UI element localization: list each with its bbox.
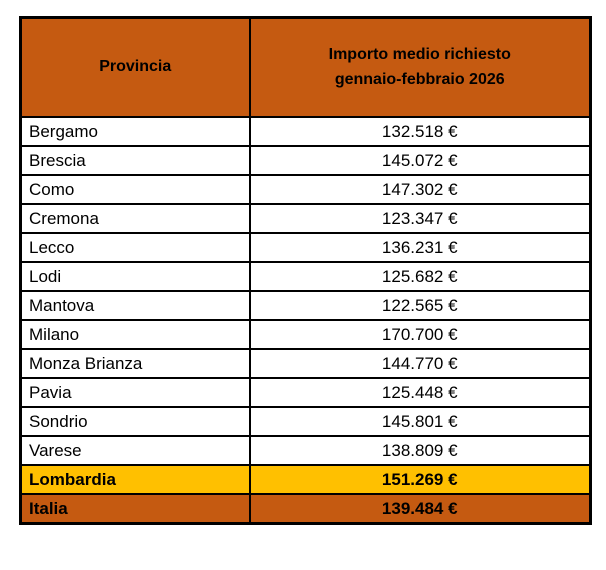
amount-cell: 145.801 € bbox=[248, 406, 592, 437]
amount-cell: 144.770 € bbox=[248, 348, 592, 379]
table-row-pavia: Pavia 125.448 € bbox=[19, 377, 592, 408]
table-row-brescia: Brescia 145.072 € bbox=[19, 145, 592, 176]
province-cell: Monza Brianza bbox=[19, 348, 251, 379]
amount-cell: 147.302 € bbox=[248, 174, 592, 205]
province-cell: Lombardia bbox=[19, 464, 251, 495]
amount-cell: 122.565 € bbox=[248, 290, 592, 321]
amount-cell: 136.231 € bbox=[248, 232, 592, 263]
province-cell: Italia bbox=[19, 493, 251, 525]
header-cell-provincia: Provincia bbox=[19, 16, 251, 118]
province-cell: Cremona bbox=[19, 203, 251, 234]
table-row-como: Como 147.302 € bbox=[19, 174, 592, 205]
province-cell: Brescia bbox=[19, 145, 251, 176]
table-row-italia-total: Italia 139.484 € bbox=[19, 493, 592, 525]
amount-cell: 123.347 € bbox=[248, 203, 592, 234]
province-amount-table: Provincia Importo medio richiesto gennai… bbox=[19, 16, 592, 525]
header-row: Provincia Importo medio richiesto gennai… bbox=[19, 16, 592, 118]
table-row-cremona: Cremona 123.347 € bbox=[19, 203, 592, 234]
province-cell: Lodi bbox=[19, 261, 251, 292]
table-row-milano: Milano 170.700 € bbox=[19, 319, 592, 350]
province-cell: Varese bbox=[19, 435, 251, 466]
province-cell: Sondrio bbox=[19, 406, 251, 437]
province-cell: Bergamo bbox=[19, 116, 251, 147]
amount-cell: 138.809 € bbox=[248, 435, 592, 466]
province-cell: Milano bbox=[19, 319, 251, 350]
amount-cell: 132.518 € bbox=[248, 116, 592, 147]
table-row-lodi: Lodi 125.682 € bbox=[19, 261, 592, 292]
province-cell: Como bbox=[19, 174, 251, 205]
table-row-monza-brianza: Monza Brianza 144.770 € bbox=[19, 348, 592, 379]
table-row-lecco: Lecco 136.231 € bbox=[19, 232, 592, 263]
table-row-sondrio: Sondrio 145.801 € bbox=[19, 406, 592, 437]
province-cell: Mantova bbox=[19, 290, 251, 321]
province-cell: Pavia bbox=[19, 377, 251, 408]
amount-cell: 139.484 € bbox=[248, 493, 592, 525]
table-row-bergamo: Bergamo 132.518 € bbox=[19, 116, 592, 147]
table-row-varese: Varese 138.809 € bbox=[19, 435, 592, 466]
amount-cell: 145.072 € bbox=[248, 145, 592, 176]
amount-cell: 170.700 € bbox=[248, 319, 592, 350]
province-cell: Lecco bbox=[19, 232, 251, 263]
amount-cell: 125.682 € bbox=[248, 261, 592, 292]
header-cell-importo: Importo medio richiesto gennaio-febbraio… bbox=[248, 16, 592, 118]
amount-cell: 125.448 € bbox=[248, 377, 592, 408]
amount-cell: 151.269 € bbox=[248, 464, 592, 495]
table-row-lombardia-total: Lombardia 151.269 € bbox=[19, 464, 592, 495]
table-row-mantova: Mantova 122.565 € bbox=[19, 290, 592, 321]
